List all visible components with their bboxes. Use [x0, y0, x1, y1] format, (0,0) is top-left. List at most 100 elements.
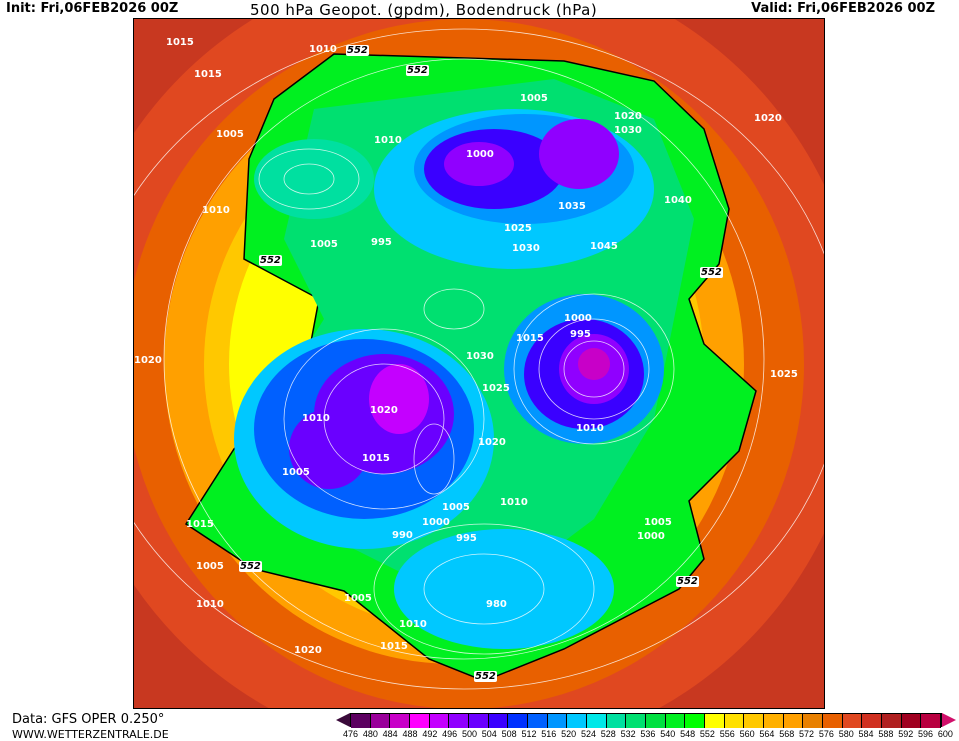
legend-tick-label: 528 — [600, 729, 616, 739]
isobar-label: 1015 — [380, 641, 408, 652]
legend-tick-label: 500 — [461, 729, 477, 739]
legend-tick-label: 480 — [362, 729, 378, 739]
contour-label-552: 552 — [346, 45, 369, 56]
legend-swatch — [862, 714, 883, 728]
isobar-label: 1010 — [196, 599, 224, 610]
isobar-label: 1015 — [516, 333, 544, 344]
legend-tick-label: 596 — [918, 729, 934, 739]
isobar-label: 1015 — [362, 453, 390, 464]
isobar-label: 1010 — [202, 205, 230, 216]
isobar-label: 1000 — [637, 531, 665, 542]
isobar-label: 1005 — [282, 467, 310, 478]
legend-swatch — [842, 714, 863, 728]
legend-tick-label: 508 — [501, 729, 517, 739]
legend-tick-label: 572 — [799, 729, 815, 739]
legend-swatch — [744, 714, 765, 728]
isobar-label: 1030 — [466, 351, 494, 362]
legend-tick-label: 540 — [660, 729, 676, 739]
legend-tick-label: 592 — [898, 729, 914, 739]
legend-swatch — [646, 714, 666, 728]
isobar-label: 1015 — [166, 37, 194, 48]
legend-swatch — [370, 714, 391, 728]
legend-swatch — [901, 714, 922, 728]
color-legend — [336, 713, 956, 728]
legend-tick-label: 496 — [442, 729, 458, 739]
isobar-label: 1040 — [664, 195, 692, 206]
legend-swatch — [921, 714, 942, 728]
legend-swatch — [488, 714, 509, 728]
legend-tick-label: 516 — [541, 729, 557, 739]
isobar-label: 1000 — [564, 313, 592, 324]
contour-label-552: 552 — [676, 576, 699, 587]
isobar-label: 1020 — [478, 437, 506, 448]
init-time: Init: Fri,06FEB2026 00Z — [6, 1, 179, 16]
site-url: WWW.WETTERZENTRALE.DE — [12, 728, 169, 741]
legend-swatch — [567, 714, 588, 728]
isobar-label: 1020 — [754, 113, 782, 124]
legend-swatch — [449, 714, 470, 728]
isobar-label: 1020 — [294, 645, 322, 656]
isobar-label: 1015 — [186, 519, 214, 530]
legend-tick-label: 488 — [402, 729, 418, 739]
legend-swatch — [410, 714, 430, 728]
weather-map: 552 552 552 552 552 552 552 1015 1010 10… — [133, 18, 825, 709]
isobar-label: 980 — [486, 599, 507, 610]
contour-label-552: 552 — [259, 255, 282, 266]
legend-tick-label: 536 — [640, 729, 656, 739]
isobar-label: 995 — [456, 533, 477, 544]
legend-swatch — [606, 714, 627, 728]
contour-label-552: 552 — [239, 561, 262, 572]
isobar-label: 1025 — [504, 223, 532, 234]
legend-swatch — [823, 714, 843, 728]
legend-low-arrow — [336, 713, 350, 727]
legend-tick-label: 580 — [838, 729, 854, 739]
legend-high-arrow — [942, 713, 956, 727]
legend-swatch — [882, 714, 902, 728]
legend-swatch — [803, 714, 824, 728]
legend-tick-label: 484 — [382, 729, 398, 739]
legend-tick-label: 504 — [481, 729, 497, 739]
isobar-label: 1020 — [370, 405, 398, 416]
legend-tick-label: 532 — [620, 729, 636, 739]
legend-swatch — [390, 714, 411, 728]
isobar-label: 995 — [570, 329, 591, 340]
legend-swatch — [626, 714, 647, 728]
isobar-label: 1000 — [466, 149, 494, 160]
legend-swatch — [764, 714, 784, 728]
valid-time: Valid: Fri,06FEB2026 00Z — [751, 1, 935, 16]
legend-tick-label: 476 — [343, 729, 359, 739]
isobar-label: 1020 — [614, 111, 642, 122]
legend-swatch — [665, 714, 686, 728]
contour-label-552: 552 — [700, 267, 723, 278]
isobar-label: 1010 — [399, 619, 427, 630]
legend-swatch — [508, 714, 529, 728]
legend-swatch — [547, 714, 568, 728]
legend-swatch — [469, 714, 489, 728]
legend-swatch — [724, 714, 745, 728]
legend-tick-label: 600 — [937, 729, 953, 739]
isobar-label: 1010 — [309, 44, 337, 55]
isobar-label: 1005 — [442, 502, 470, 513]
isobar-label: 1005 — [196, 561, 224, 572]
isobar-label: 990 — [392, 530, 413, 541]
isobar-label: 995 — [371, 237, 392, 248]
isobar-label: 1010 — [374, 135, 402, 146]
isobar-label: 1020 — [134, 355, 162, 366]
isobar-label: 1015 — [194, 69, 222, 80]
isobar-label: 1005 — [310, 239, 338, 250]
legend-tick-label: 492 — [422, 729, 438, 739]
legend-swatch — [783, 714, 804, 728]
isobar-label: 1010 — [576, 423, 604, 434]
legend-ticks: 476 480 484 488 492 496 500 504 508 512 516 520 524 5… — [343, 729, 953, 739]
isobar-label: 1005 — [644, 517, 672, 528]
isobar-label: 1005 — [216, 129, 244, 140]
legend-swatch — [429, 714, 450, 728]
legend-tick-label: 576 — [818, 729, 834, 739]
data-source: Data: GFS OPER 0.250° — [12, 712, 165, 727]
isobar-label: 1025 — [770, 369, 798, 380]
geopotential-field — [134, 19, 824, 708]
isobar-label: 1005 — [520, 93, 548, 104]
isobar-label: 1030 — [614, 125, 642, 136]
contour-label-552: 552 — [474, 671, 497, 682]
legend-tick-label: 524 — [580, 729, 596, 739]
